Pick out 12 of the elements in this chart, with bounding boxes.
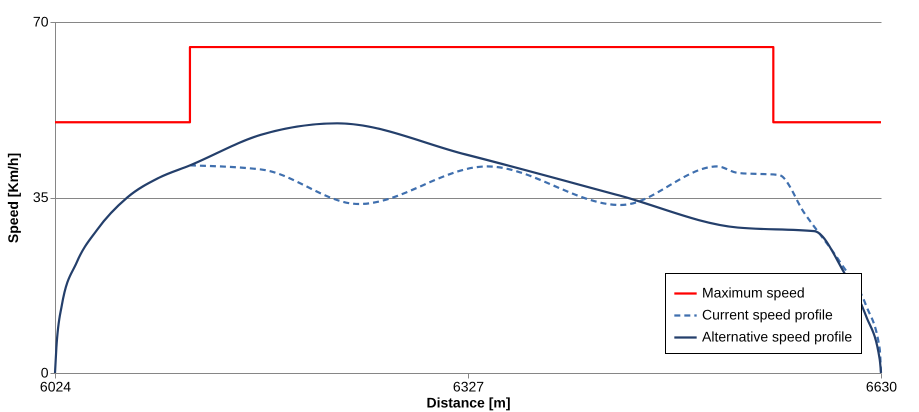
y-tick-label: 35 — [32, 189, 49, 205]
x-tick-label: 6024 — [40, 378, 72, 394]
y-axis-title: Speed [Km/h] — [4, 152, 21, 244]
line-series — [54, 122, 882, 374]
x-axis-title: Distance [m] — [426, 394, 511, 410]
legend-label: Alternative speed profile — [702, 328, 852, 344]
x-tick-label: 6630 — [866, 378, 898, 394]
legend-label: Current speed profile — [702, 306, 833, 322]
x-tick-label: 6327 — [452, 378, 484, 394]
legend-label: Maximum speed — [702, 284, 805, 300]
y-tick-label: 70 — [32, 14, 49, 30]
y-tick-label: 0 — [40, 364, 49, 380]
